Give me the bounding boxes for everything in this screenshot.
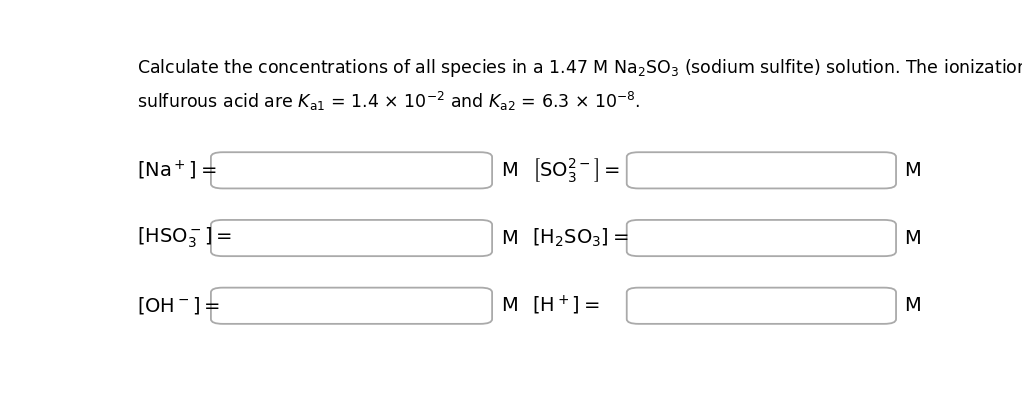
- FancyBboxPatch shape: [626, 288, 896, 324]
- Text: $\left[\mathrm{H^+}\right] =$: $\left[\mathrm{H^+}\right] =$: [531, 294, 599, 317]
- FancyBboxPatch shape: [211, 288, 493, 324]
- Text: Calculate the concentrations of all species in a 1.47 M Na$_2$SO$_3$ (sodium sul: Calculate the concentrations of all spec…: [137, 57, 1022, 79]
- Text: sulfurous acid are $K_\mathrm{a1}$ = 1.4 $\times$ 10$^{-2}$ and $K_\mathrm{a2}$ : sulfurous acid are $K_\mathrm{a1}$ = 1.4…: [137, 90, 641, 113]
- Text: M: M: [502, 296, 518, 315]
- Text: M: M: [904, 296, 921, 315]
- Text: M: M: [502, 229, 518, 247]
- Text: M: M: [502, 161, 518, 180]
- Text: M: M: [904, 229, 921, 247]
- Text: $\left[\mathrm{HSO_3^-}\right] =$: $\left[\mathrm{HSO_3^-}\right] =$: [137, 226, 233, 250]
- Text: $\left[\mathrm{H_2SO_3}\right] =$: $\left[\mathrm{H_2SO_3}\right] =$: [531, 227, 629, 249]
- Text: $\left[\mathrm{SO_3^{2-}}\right] =$: $\left[\mathrm{SO_3^{2-}}\right] =$: [531, 156, 620, 184]
- Text: $\left[\mathrm{Na^+}\right] =$: $\left[\mathrm{Na^+}\right] =$: [137, 159, 217, 182]
- FancyBboxPatch shape: [211, 152, 493, 189]
- Text: $\left[\mathrm{OH^-}\right] =$: $\left[\mathrm{OH^-}\right] =$: [137, 295, 220, 316]
- FancyBboxPatch shape: [211, 220, 493, 256]
- FancyBboxPatch shape: [626, 220, 896, 256]
- Text: M: M: [904, 161, 921, 180]
- FancyBboxPatch shape: [626, 152, 896, 189]
